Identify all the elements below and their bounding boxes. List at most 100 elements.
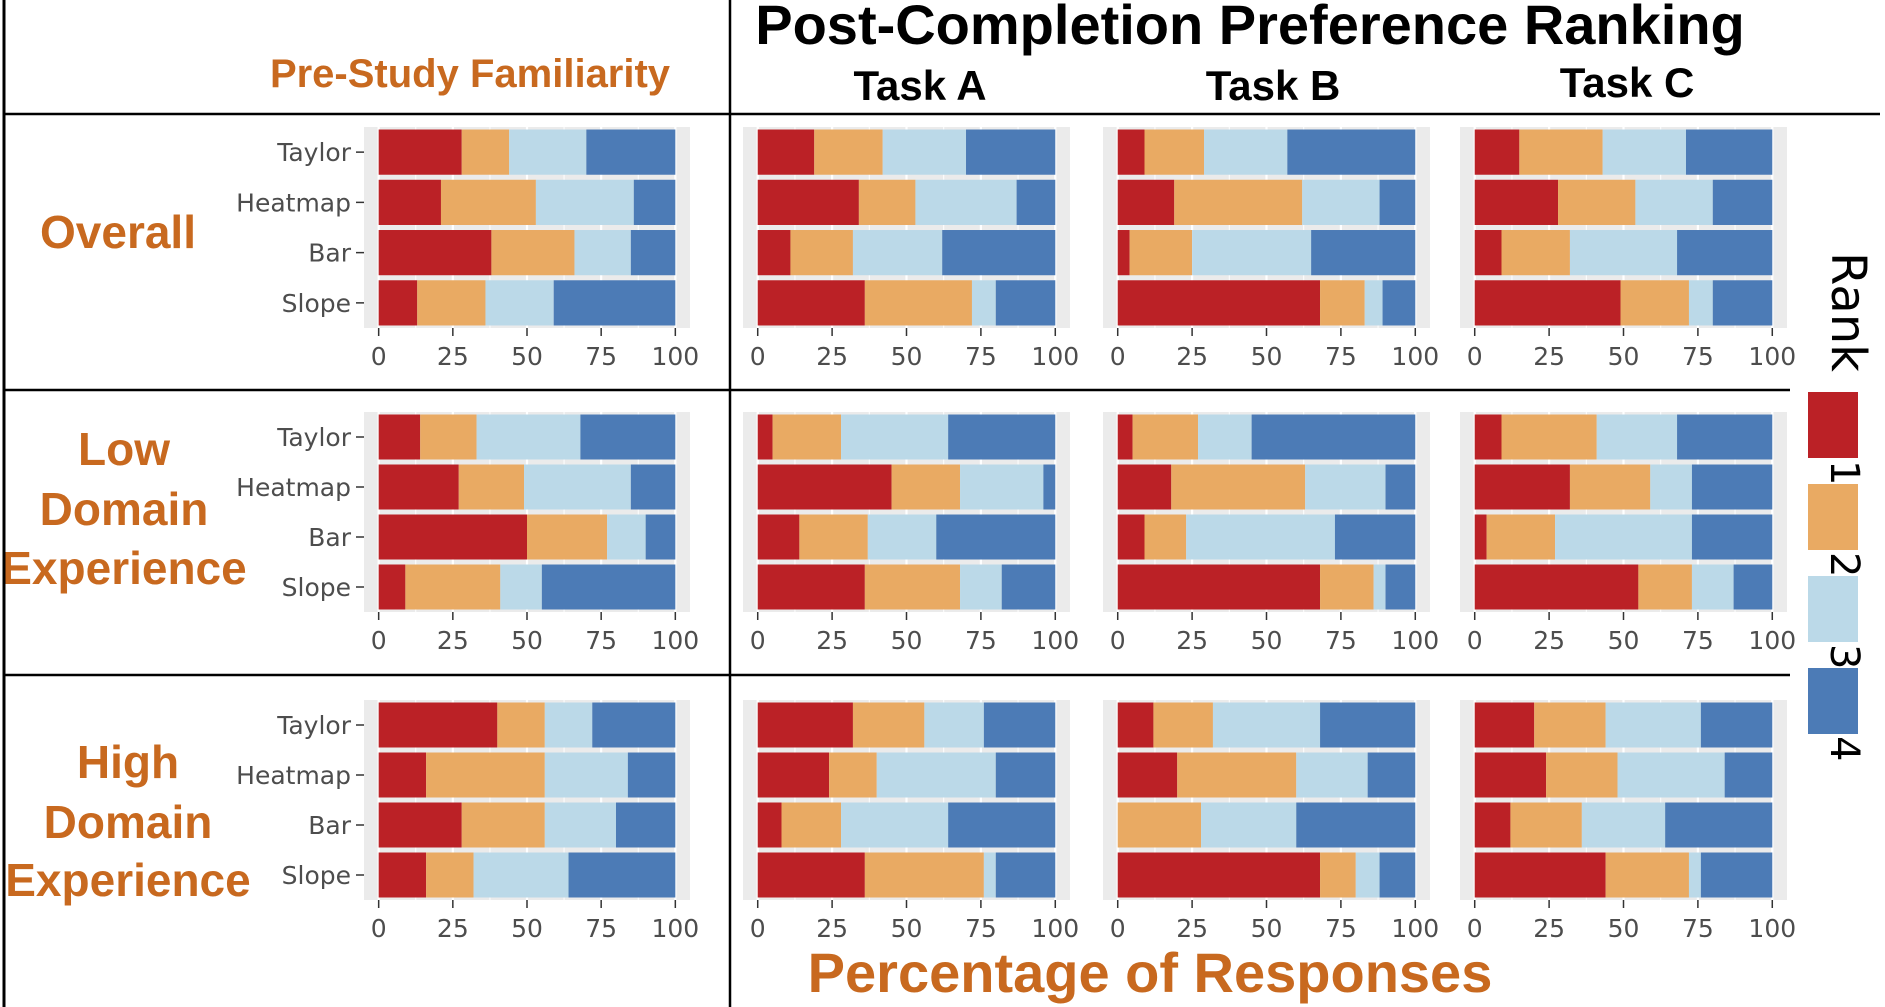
bar-segment [867, 514, 937, 560]
bar-segment [1355, 852, 1380, 898]
bar-segment [1132, 414, 1199, 460]
y-tick-label: Slope [282, 289, 351, 318]
bar-segment [1691, 514, 1773, 560]
x-tick-label: 50 [1608, 342, 1640, 371]
x-tick-label: 25 [1533, 626, 1565, 655]
bar-segment [1364, 280, 1383, 326]
bar-segment [1186, 514, 1335, 560]
bar-segment [1688, 280, 1713, 326]
x-tick-label: 50 [1608, 626, 1640, 655]
x-tick-label: 75 [585, 342, 617, 371]
bar-segment [757, 564, 865, 610]
bar-segment [948, 414, 1056, 460]
bar-segment [864, 280, 972, 326]
bar-segment [960, 464, 1044, 510]
legend-swatch [1808, 392, 1858, 458]
bar-segment [983, 852, 996, 898]
bar-segment [1638, 564, 1692, 610]
bar-segment [491, 230, 575, 276]
bar-segment [1192, 230, 1312, 276]
chart-panel: 0 25 50 75 100 [743, 127, 1079, 371]
row-label-line: High [77, 736, 179, 788]
bar-segment [799, 514, 868, 560]
bar-segment [781, 802, 842, 848]
x-tick-label: 25 [1176, 626, 1208, 655]
legend-swatch [1808, 576, 1858, 642]
bar-segment [1367, 752, 1416, 798]
x-tick-label: 0 [750, 626, 766, 655]
bar-segment [1177, 752, 1297, 798]
x-tick-label: 50 [1251, 914, 1283, 943]
bar-segment [1117, 752, 1178, 798]
y-tick-label: Heatmap [236, 473, 351, 502]
bar-segment [1677, 414, 1773, 460]
bar-segment [378, 414, 421, 460]
row-label-low: Low Domain Experience [1, 423, 246, 594]
x-tick-label: 100 [1391, 914, 1439, 943]
bar-segment [1117, 702, 1154, 748]
bar-segment [852, 702, 925, 748]
bar-segment [615, 802, 676, 848]
bar-segment [553, 280, 676, 326]
bar-segment [630, 230, 676, 276]
bar-segment [378, 852, 427, 898]
x-tick-label: 75 [1682, 914, 1714, 943]
bar-segment [458, 464, 525, 510]
bar-segment [1581, 802, 1666, 848]
x-tick-label: 0 [750, 914, 766, 943]
x-tick-label: 100 [1391, 626, 1439, 655]
bar-segment [497, 702, 545, 748]
x-tick-label: 25 [437, 342, 469, 371]
bar-segment [882, 129, 967, 175]
x-tick-label: 100 [651, 914, 699, 943]
row-label-line: Experience [1, 542, 246, 594]
bar-segment [1519, 129, 1603, 175]
x-tick-label: 50 [511, 626, 543, 655]
bar-segment [1296, 802, 1416, 848]
x-tick-label: 0 [371, 914, 387, 943]
bar-segment [948, 802, 1056, 848]
bar-segment [1144, 514, 1187, 560]
bar-segment [1650, 464, 1692, 510]
x-tick-label: 75 [965, 626, 997, 655]
x-tick-label: 0 [371, 626, 387, 655]
bar-segment [1501, 230, 1570, 276]
task-a-header: Task A [853, 62, 986, 109]
y-tick-label: Heatmap [236, 761, 351, 790]
bar-segment [1287, 129, 1416, 175]
x-tick-label: 50 [891, 626, 923, 655]
x-tick-label: 25 [1176, 342, 1208, 371]
bar-segment [858, 179, 916, 225]
bar-segment [1198, 414, 1252, 460]
bar-segment [829, 752, 877, 798]
chart-panel: 0 25 50 75 100 [1103, 412, 1439, 655]
bar-segment [568, 852, 676, 898]
x-tick-label: 100 [1031, 626, 1079, 655]
y-tick-label: Taylor [276, 138, 351, 167]
bar-segment [378, 464, 459, 510]
bar-segment [541, 564, 676, 610]
bar-segment [405, 564, 501, 610]
bar-segment [1043, 464, 1056, 510]
bar-segment [1677, 230, 1773, 276]
bar-segment [1602, 129, 1686, 175]
bar-segment [378, 564, 406, 610]
x-tick-label: 0 [1110, 626, 1126, 655]
x-tick-label: 75 [585, 914, 617, 943]
row-label-high: High Domain Experience [5, 736, 250, 906]
y-tick-label: Bar [308, 239, 351, 268]
bar-segment [1605, 852, 1689, 898]
y-tick-label: Bar [308, 811, 351, 840]
bar-segment [607, 514, 646, 560]
bar-segment [476, 414, 581, 460]
bar-segment [574, 230, 631, 276]
bar-segment [757, 230, 791, 276]
bar-segment [1379, 179, 1416, 225]
bar-segment [1373, 564, 1386, 610]
x-tick-label: 75 [1682, 342, 1714, 371]
bar-segment [420, 414, 477, 460]
x-tick-label: 0 [371, 342, 387, 371]
y-tick-label: Slope [282, 861, 351, 890]
bar-segment [1474, 230, 1502, 276]
x-tick-label: 50 [1251, 626, 1283, 655]
